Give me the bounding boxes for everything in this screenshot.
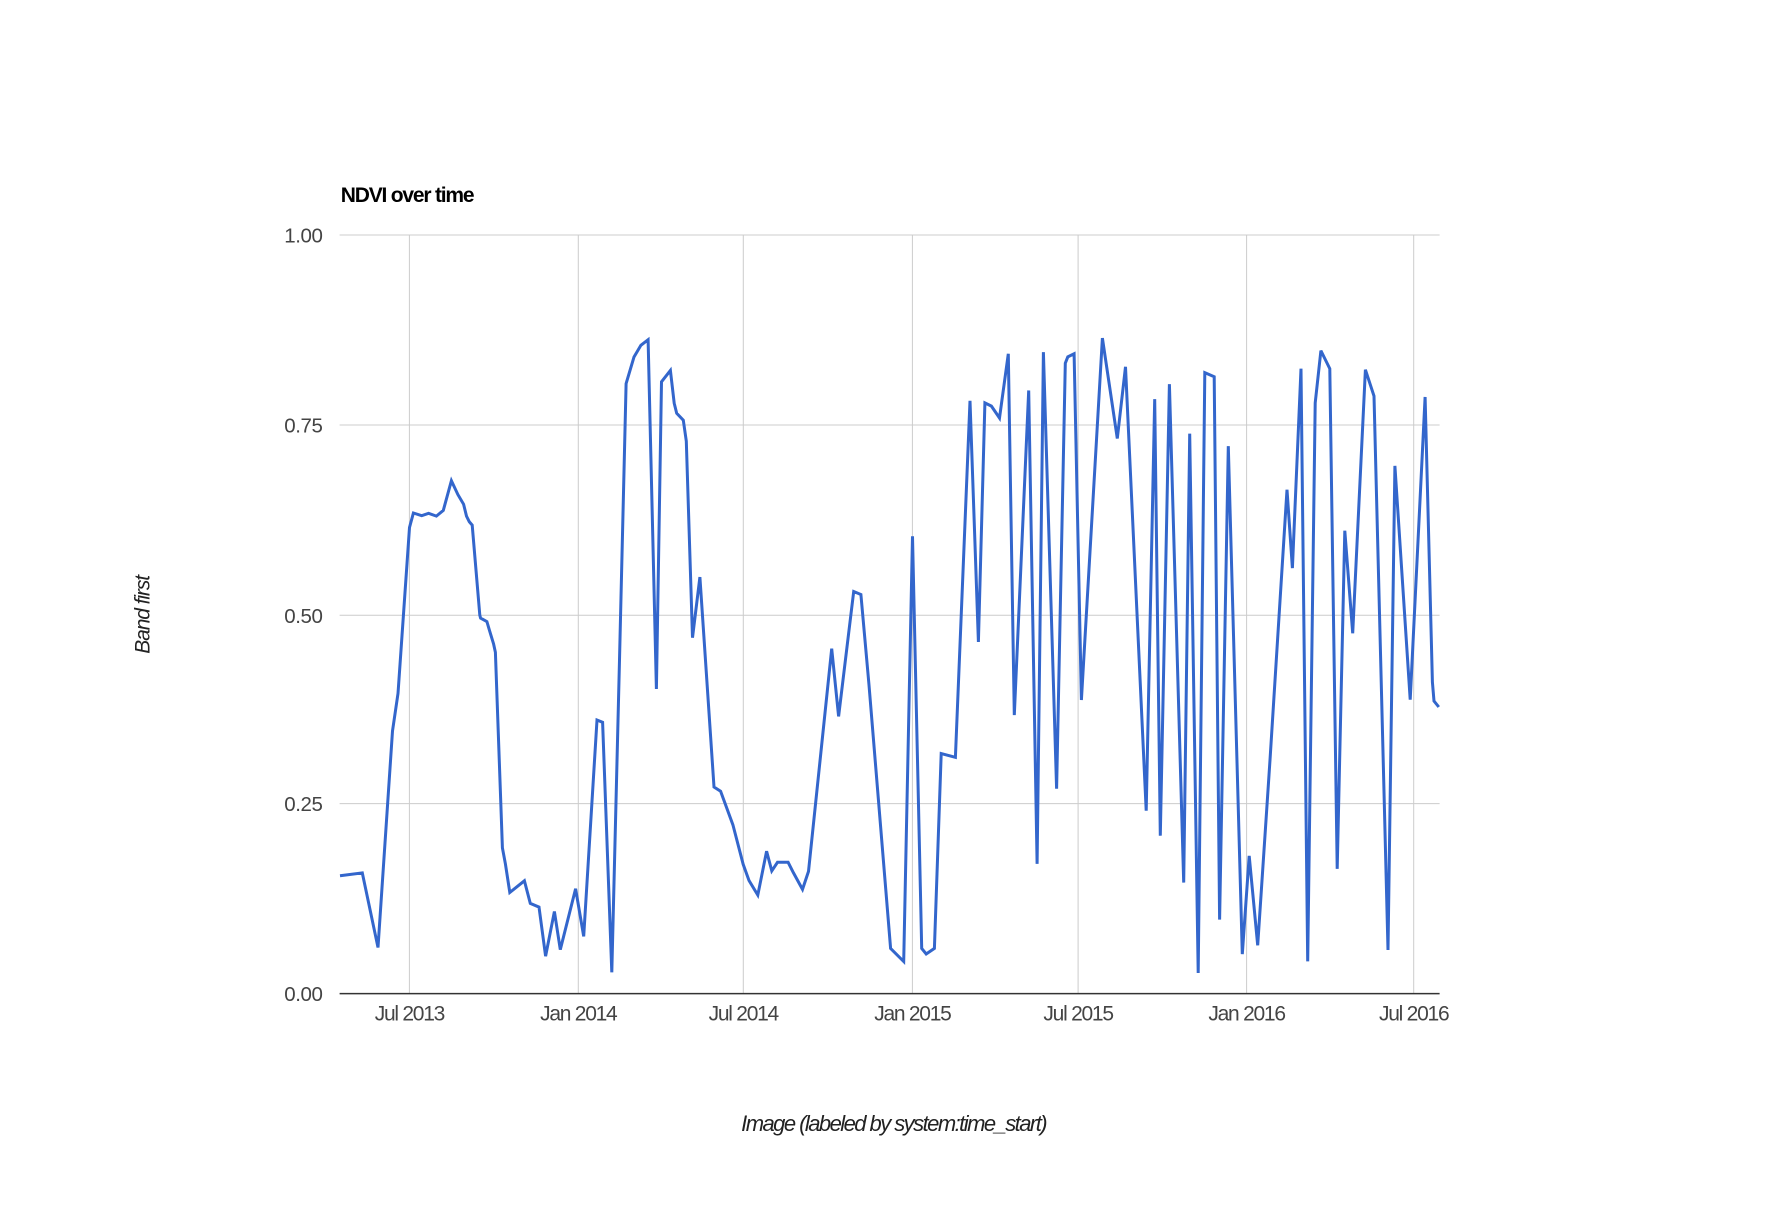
svg-text:Jan 2014: Jan 2014 (540, 1002, 618, 1025)
svg-text:NDVI over time: NDVI over time (341, 184, 474, 207)
svg-text:0.75: 0.75 (284, 415, 322, 438)
svg-text:Jul 2013: Jul 2013 (375, 1002, 445, 1025)
svg-text:0.25: 0.25 (284, 793, 322, 816)
svg-text:Jul 2015: Jul 2015 (1043, 1002, 1113, 1025)
svg-text:1.00: 1.00 (284, 225, 322, 248)
svg-text:0.00: 0.00 (284, 983, 322, 1006)
svg-text:Jan 2016: Jan 2016 (1208, 1002, 1285, 1025)
svg-text:0.50: 0.50 (284, 605, 322, 628)
svg-text:Jan 2015: Jan 2015 (874, 1002, 951, 1025)
svg-text:Jul 2014: Jul 2014 (709, 1002, 780, 1025)
svg-text:Jul 2016: Jul 2016 (1379, 1002, 1449, 1025)
svg-text:Band first: Band first (132, 574, 155, 654)
svg-text:Image (labeled by system:time_: Image (labeled by system:time_start) (741, 1111, 1047, 1136)
